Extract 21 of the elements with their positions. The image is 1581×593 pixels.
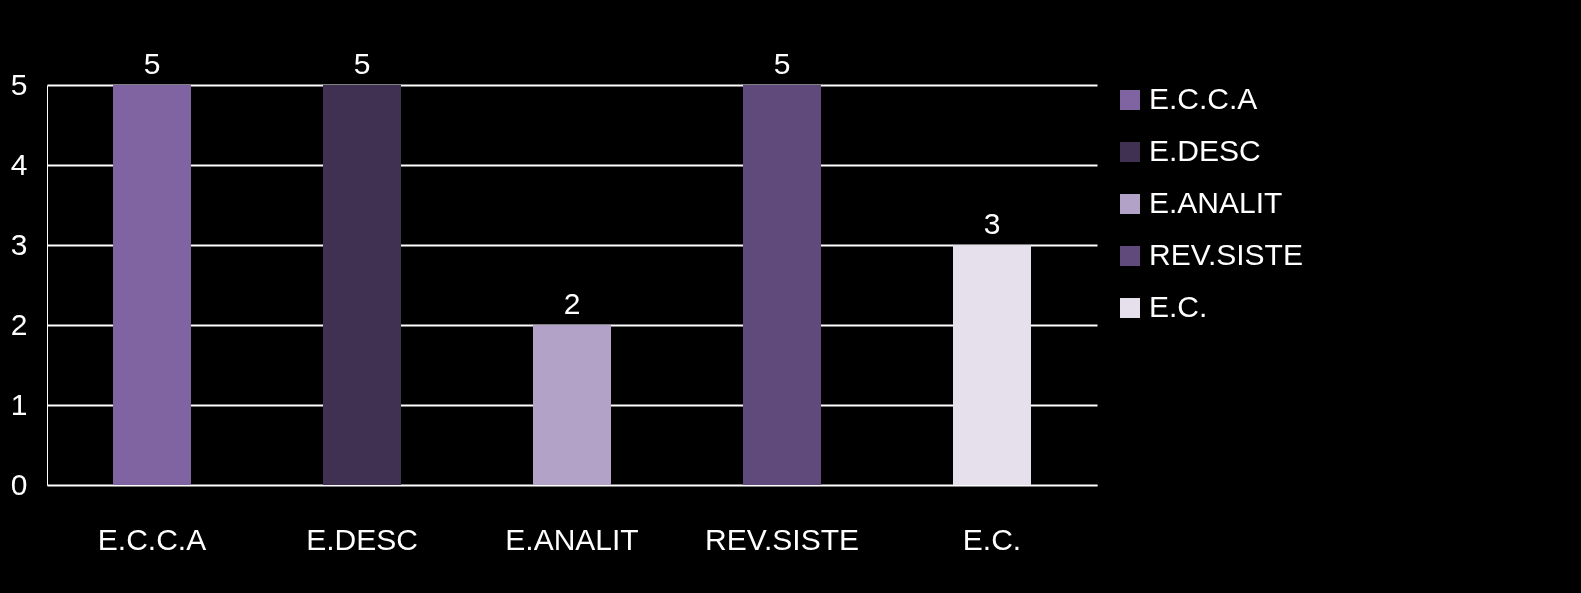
y-tick-label: 4 bbox=[10, 147, 28, 181]
y-tick-label: 5 bbox=[10, 67, 28, 101]
x-tick-label: E.C. bbox=[962, 522, 1022, 556]
data-label: 5 bbox=[143, 47, 161, 80]
x-tick-label: E.C.C.A bbox=[97, 522, 207, 556]
legend-label: E.ANALIT bbox=[1149, 186, 1283, 219]
data-label: 5 bbox=[773, 47, 791, 80]
data-label: 3 bbox=[983, 207, 1001, 240]
legend-label: REV.SISTE bbox=[1149, 238, 1303, 271]
y-tick-label: 2 bbox=[10, 307, 28, 341]
legend-label: E.DESC bbox=[1149, 134, 1261, 167]
data-label: 5 bbox=[353, 47, 371, 80]
data-label: 2 bbox=[563, 287, 581, 320]
y-tick-label: 0 bbox=[10, 467, 28, 501]
legend-label: E.C. bbox=[1149, 290, 1208, 323]
x-tick-label: REV.SISTE bbox=[705, 522, 859, 556]
x-tick-label: E.DESC bbox=[306, 522, 418, 556]
legend-label: E.C.C.A bbox=[1149, 82, 1258, 115]
y-tick-label: 1 bbox=[10, 387, 28, 421]
y-tick-label: 3 bbox=[10, 227, 28, 261]
x-tick-label: E.ANALIT bbox=[505, 522, 639, 556]
